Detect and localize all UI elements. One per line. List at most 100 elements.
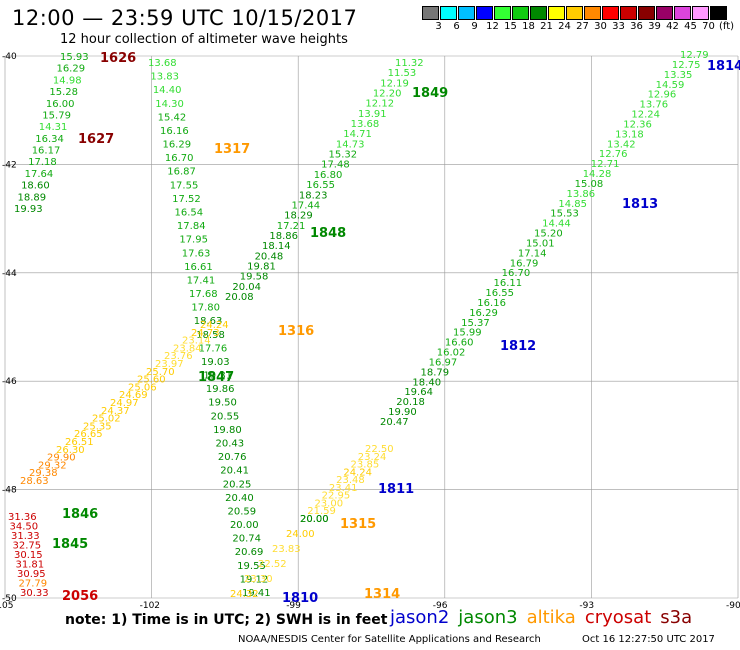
lon-tick-label: -102	[140, 601, 160, 610]
colorbar-cell	[638, 6, 655, 20]
wave-height-value: 12.20	[373, 89, 402, 100]
wave-height-value: 24.00	[286, 529, 315, 540]
wave-height-value: 26.65	[74, 429, 103, 440]
pass-label: 1317	[214, 142, 250, 157]
wave-height-value: 16.97	[429, 357, 458, 368]
wave-height-value: 16.54	[175, 207, 204, 218]
wave-height-value: 19.41	[242, 588, 271, 599]
wave-height-value: 17.63	[182, 248, 211, 259]
colorbar-label: 15	[504, 21, 517, 32]
wave-height-value: 18.29	[284, 211, 313, 222]
pass-label: 1848	[310, 226, 346, 241]
wave-height-value: 16.00	[46, 99, 75, 110]
legend-altika: altika	[526, 607, 576, 628]
lat-tick-label: -50	[2, 594, 17, 604]
wave-height-value: 20.40	[225, 493, 254, 504]
track-1849: 11.3211.5312.1912.2012.1213.9113.6814.71…	[225, 58, 424, 303]
note-text: note: 1) Time is in UTC; 2) SWH is in fe…	[65, 612, 388, 628]
wave-height-value: 20.18	[396, 397, 425, 408]
pass-label: 1316	[278, 324, 314, 339]
wave-height-value: 19.58	[240, 272, 269, 283]
wave-height-value: 25.70	[146, 367, 175, 378]
wave-height-value: 23.76	[164, 351, 193, 362]
wave-height-value: 16.70	[502, 268, 531, 279]
colorbar-label: 36	[630, 21, 643, 32]
wave-height-value: 19.86	[206, 384, 235, 395]
wave-height-value: 17.48	[321, 160, 350, 171]
wave-height-value: 25.02	[92, 414, 121, 425]
wave-height-value: 16.55	[485, 288, 514, 299]
wave-height-value: 24.24	[343, 467, 372, 478]
pass-labels: 1626 1627 1317 1849 1848 1316 1847 1846 1845 2056…	[52, 51, 740, 606]
colorbar-cell	[476, 6, 493, 20]
wave-height-value: 24.97	[110, 398, 139, 409]
colorbar-cell	[620, 6, 637, 20]
lon-tick-label: -99	[286, 601, 301, 610]
colorbar-label: 42	[666, 21, 679, 32]
wave-height-value: 20.48	[255, 251, 284, 262]
wave-height-value: 25.06	[128, 382, 157, 393]
colorbar-cell	[548, 6, 565, 20]
pass-label: 1813	[622, 197, 658, 212]
wave-height-value: 16.29	[469, 308, 498, 319]
colorbar-label: 18	[522, 21, 535, 32]
pass-label: 1811	[378, 482, 414, 497]
track-1316: 24.2424.7323.1423.8423.7623.9725.7025.60…	[20, 320, 229, 487]
wave-height-value: 19.03	[201, 357, 230, 368]
wave-height-value: 23.14	[182, 336, 211, 347]
wave-height-value: 19.93	[14, 204, 43, 215]
lon-tick-label: -105	[0, 601, 13, 610]
lat-tick-label: -48	[2, 486, 17, 496]
wave-height-value: 19.64	[404, 387, 433, 398]
wave-height-value: 22.50	[365, 444, 394, 455]
colorbar-label: (ft)	[718, 21, 735, 32]
wave-height-value: 12.12	[365, 99, 394, 110]
wave-height-value: 13.83	[150, 72, 179, 83]
colorbar-label: 39	[648, 21, 661, 32]
wave-height-value: 17.68	[189, 289, 218, 300]
wave-height-value: 30.15	[14, 550, 43, 561]
wave-height-value: 18.63	[194, 316, 223, 327]
wave-height-value: 16.11	[494, 278, 523, 289]
colorbar-cell	[566, 6, 583, 20]
colorbar-label: 21	[540, 21, 553, 32]
track-1811: 20.4719.9020.1819.6418.4018.7916.9716.02…	[380, 50, 709, 428]
lat-tick-label: -42	[2, 160, 17, 170]
pass-label: 1315	[340, 517, 376, 532]
altimeter-tracks: 15.9316.2914.9815.2816.0015.7914.3116.34…	[8, 50, 709, 600]
wave-height-value: 16.60	[445, 338, 474, 349]
wave-height-value: 13.86	[566, 189, 595, 200]
wave-height-value: 19.31	[203, 371, 232, 382]
colorbar-cell	[710, 6, 727, 20]
wave-height-value: 13.68	[351, 119, 380, 130]
wave-height-value: 15.01	[526, 238, 555, 249]
page-subtitle: 12 hour collection of altimeter wave hei…	[60, 32, 348, 47]
wave-height-value: 17.21	[277, 221, 306, 232]
wave-height-value: 14.71	[343, 129, 372, 140]
wave-height-value: 25.35	[83, 421, 112, 432]
wave-height-value: 15.32	[328, 150, 357, 161]
map-grid	[4, 55, 739, 599]
wave-height-value: 24.32	[230, 589, 259, 600]
wave-height-value: 16.70	[165, 153, 194, 164]
wave-height-value: 20.00	[300, 514, 329, 525]
colorbar-cell	[512, 6, 529, 20]
colorbar-label: 45	[684, 21, 697, 32]
track-2056: 31.3634.5031.3332.7530.1531.8130.9527.79…	[8, 512, 49, 599]
wave-height-value: 20.25	[223, 479, 252, 490]
pass-label: 1849	[412, 86, 448, 101]
wave-height-value: 23.84	[173, 343, 202, 354]
footer-credit: NOAA/NESDIS Center for Satellite Applica…	[238, 634, 541, 645]
colorbar-cell	[584, 6, 601, 20]
pass-label: 1847	[198, 370, 234, 385]
wave-height-value: 19.80	[213, 425, 242, 436]
wave-height-value: 26.51	[65, 437, 94, 448]
wave-height-value: 23.41	[329, 483, 358, 494]
wave-height-value: 16.16	[160, 126, 189, 137]
wave-height-value: 17.55	[170, 180, 199, 191]
wave-height-value: 15.08	[575, 179, 604, 190]
wave-height-value: 18.86	[269, 231, 298, 242]
colorbar-cell	[656, 6, 673, 20]
wave-height-value: 17.41	[187, 275, 216, 286]
wave-height-value: 11.53	[388, 68, 417, 79]
